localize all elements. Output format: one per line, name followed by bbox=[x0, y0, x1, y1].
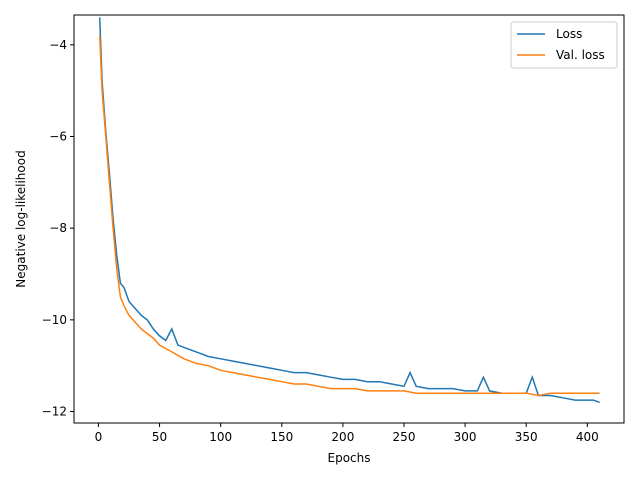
x-tick-label: 250 bbox=[393, 430, 416, 444]
x-tick-label: 300 bbox=[454, 430, 477, 444]
legend-label: Val. loss bbox=[556, 48, 605, 62]
legend: Loss Val. loss bbox=[510, 21, 618, 69]
y-tick-label: −4 bbox=[49, 38, 67, 52]
x-tick-label: 200 bbox=[331, 430, 354, 444]
y-tick-label: −12 bbox=[42, 405, 67, 419]
y-axis-ticks: −12 −10 −8 −6 −4 bbox=[42, 38, 74, 419]
x-tick-label: 50 bbox=[152, 430, 167, 444]
x-tick-label: 400 bbox=[576, 430, 599, 444]
plot-frame bbox=[73, 14, 625, 424]
y-axis-label: Negative log-likelihood bbox=[14, 150, 28, 287]
x-tick-label: 150 bbox=[270, 430, 293, 444]
plot-lines bbox=[98, 17, 600, 404]
x-axis-label: Epochs bbox=[328, 451, 371, 465]
x-axis-ticks: 0 50 100 150 200 250 300 350 400 bbox=[95, 423, 599, 444]
legend-label: Loss bbox=[556, 27, 582, 41]
y-tick-label: −8 bbox=[49, 221, 67, 235]
x-tick-label: 100 bbox=[209, 430, 232, 444]
x-tick-label: 350 bbox=[515, 430, 538, 444]
y-tick-label: −6 bbox=[49, 129, 67, 143]
y-tick-label: −10 bbox=[42, 313, 67, 327]
x-tick-label: 0 bbox=[95, 430, 103, 444]
series-line-val-loss bbox=[98, 35, 600, 397]
